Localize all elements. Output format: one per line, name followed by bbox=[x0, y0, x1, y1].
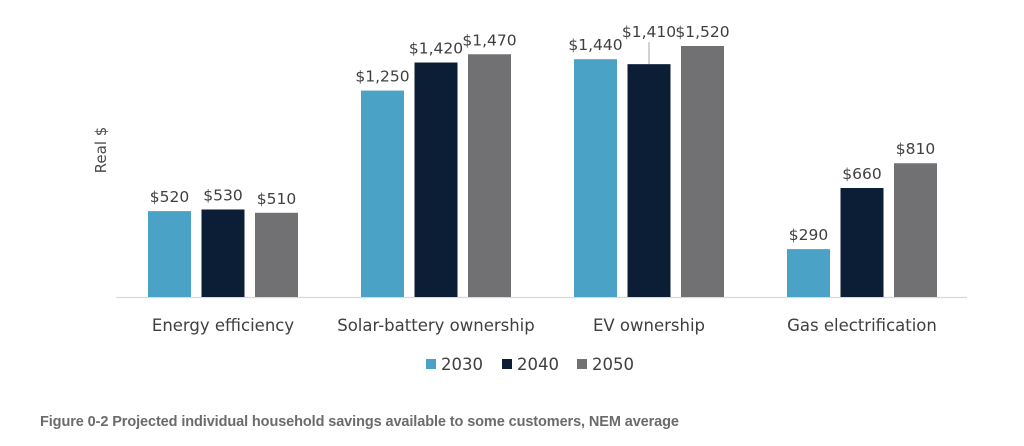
y-axis-label: Real $ bbox=[92, 127, 110, 174]
data-label: $520 bbox=[150, 188, 189, 206]
bar-2050-0 bbox=[255, 212, 298, 297]
figure-caption: Figure 0-2 Projected individual househol… bbox=[40, 414, 679, 430]
bar-2030-0 bbox=[148, 211, 191, 297]
bar-2040-0 bbox=[201, 209, 245, 297]
bar-2040-3 bbox=[840, 188, 884, 297]
legend-label: 2030 bbox=[441, 355, 483, 374]
legend: 2030 2040 2050 bbox=[426, 355, 634, 374]
data-label: $1,470 bbox=[462, 31, 516, 49]
data-label: $1,420 bbox=[409, 40, 463, 58]
data-label: $1,440 bbox=[568, 36, 622, 54]
category-label: EV ownership bbox=[593, 316, 705, 335]
legend-swatch-2030 bbox=[426, 359, 436, 369]
data-label: $1,250 bbox=[355, 68, 409, 86]
data-label: $1,410 bbox=[622, 23, 676, 41]
bar-2030-3 bbox=[787, 249, 830, 297]
category-label: Gas electrification bbox=[787, 316, 937, 335]
category-label: Solar-battery ownership bbox=[337, 316, 535, 335]
category-label: Energy efficiency bbox=[152, 316, 294, 335]
bar-2030-2 bbox=[574, 59, 617, 297]
bar-2030-1 bbox=[361, 90, 404, 297]
legend-swatch-2050 bbox=[577, 359, 587, 369]
bar-2050-2 bbox=[681, 46, 724, 297]
legend-label: 2040 bbox=[517, 355, 559, 374]
bar-2040-1 bbox=[414, 62, 458, 298]
bar-2040-2 bbox=[627, 64, 671, 297]
data-label: $810 bbox=[896, 140, 935, 158]
data-label: $1,520 bbox=[675, 23, 729, 41]
legend-label: 2050 bbox=[592, 355, 634, 374]
legend-swatch-2040 bbox=[502, 359, 512, 369]
bar-2050-3 bbox=[894, 163, 937, 297]
bar-2050-1 bbox=[468, 54, 511, 298]
data-label: $510 bbox=[257, 190, 296, 208]
data-label: $290 bbox=[789, 226, 828, 244]
data-label: $530 bbox=[203, 186, 242, 204]
data-label: $660 bbox=[842, 165, 881, 183]
